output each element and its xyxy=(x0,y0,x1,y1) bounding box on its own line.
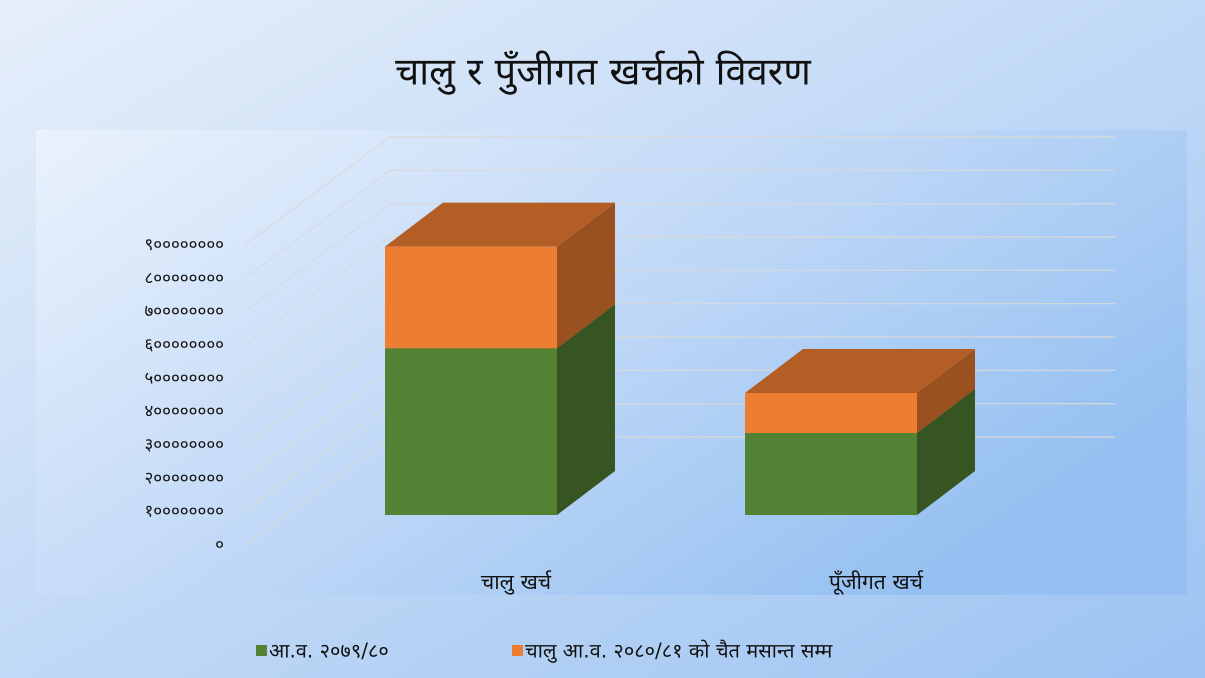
bar xyxy=(385,348,557,515)
bar-side xyxy=(917,389,975,515)
bar xyxy=(745,393,917,433)
bar-side xyxy=(557,304,615,515)
bar-top xyxy=(745,349,975,393)
grid-line xyxy=(244,136,1115,246)
legend-swatch xyxy=(512,645,523,656)
bar xyxy=(385,246,557,349)
x-tick-label: चालु खर्च xyxy=(481,570,552,595)
bar-top xyxy=(385,202,615,247)
x-tick-label: पूँजीगत खर्च xyxy=(829,570,924,595)
grid-line xyxy=(244,169,1115,279)
y-tick-label: ६०००००००० xyxy=(144,335,224,355)
y-tick-label: ८०००००००० xyxy=(144,268,224,288)
y-tick-label: ० xyxy=(215,535,224,555)
y-tick-label: ७०००००००० xyxy=(144,302,224,322)
legend-label: चालु आ.व. २०८०/८१ को चैत मसान्त सम्म xyxy=(525,639,833,664)
y-tick-label: २०००००००० xyxy=(144,468,224,488)
y-tick-label: १०००००००० xyxy=(144,502,224,522)
grid-line xyxy=(244,203,1115,313)
bar-side xyxy=(557,202,615,349)
y-tick-label: ४०००००००० xyxy=(144,402,224,422)
y-tick-label: ९०००००००० xyxy=(144,235,224,255)
bar-side xyxy=(917,349,975,433)
y-tick-label: ५०००००००० xyxy=(144,368,224,388)
chart-title: चालु र पुँजीगत खर्चको विवरण xyxy=(395,50,811,96)
bar xyxy=(745,433,917,515)
y-tick-label: ३०००००००० xyxy=(144,435,224,455)
grid-line xyxy=(244,236,1115,346)
legend-swatch xyxy=(256,645,267,656)
legend-label: आ.व. २०७९/८० xyxy=(269,639,389,663)
